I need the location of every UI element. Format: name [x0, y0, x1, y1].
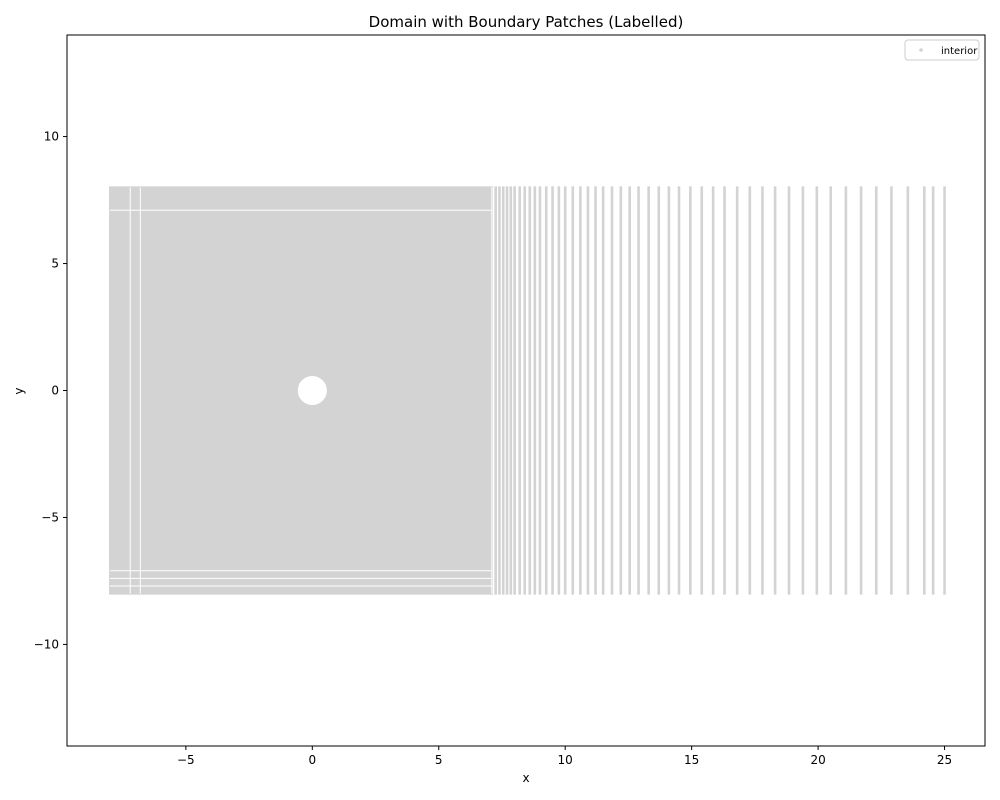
interior-point-column [667, 186, 671, 595]
interior-point-column [735, 186, 739, 595]
interior-point-column [787, 186, 791, 595]
x-tick-label: 20 [810, 753, 825, 767]
interior-point-column [711, 186, 715, 595]
interior-point-column [528, 186, 532, 595]
legend-box [904, 39, 980, 61]
x-tick-label: 10 [558, 753, 573, 767]
interior-point-column [579, 186, 582, 595]
interior-points [108, 186, 946, 595]
interior-point-column [773, 186, 777, 595]
y-tick-label: −10 [34, 637, 59, 651]
x-tick-label: 25 [937, 753, 952, 767]
interior-point-column [505, 186, 509, 595]
interior-point-column [723, 186, 726, 595]
x-axis-ticks: −5 0 5 10 15 20 25 [177, 746, 952, 767]
x-axis-label: x [522, 771, 529, 785]
interior-point-column [647, 186, 650, 595]
cylinder-hole [297, 375, 327, 406]
interior-point-column [557, 186, 561, 595]
interior-point-column [619, 186, 623, 595]
interior-point-column [513, 186, 516, 595]
interior-point-column [571, 186, 575, 595]
y-axis-label: y [12, 387, 26, 394]
interior-point-column [538, 186, 542, 595]
interior-point-column [594, 186, 597, 595]
y-tick-label: 10 [44, 130, 59, 144]
interior-point-column [801, 186, 805, 595]
interior-point-column [829, 186, 833, 595]
interior-point-column [923, 186, 926, 595]
interior-point-column [498, 186, 501, 595]
y-tick-label: 5 [51, 257, 59, 271]
interior-point-column [943, 186, 946, 595]
interior-point-column [890, 186, 893, 595]
x-tick-label: −5 [177, 753, 195, 767]
interior-point-column [689, 186, 692, 595]
interior-point-column [518, 186, 521, 595]
interior-point-column [874, 186, 878, 595]
interior-point-column [748, 186, 752, 595]
interior-point-column [906, 186, 910, 595]
interior-point-column [601, 186, 605, 595]
y-axis-ticks: −10 −5 0 5 10 [34, 130, 67, 651]
interior-point-column [761, 186, 764, 595]
chart-title: Domain with Boundary Patches (Labelled) [369, 13, 684, 31]
legend: interior [904, 39, 980, 61]
x-tick-label: 5 [435, 753, 443, 767]
interior-point-column [563, 186, 567, 595]
interior-point-column [501, 186, 505, 595]
interior-point-column [815, 186, 819, 595]
y-tick-label: −5 [41, 510, 59, 524]
interior-point-column [931, 186, 935, 595]
interior-point-column [677, 186, 681, 595]
interior-point-column [544, 186, 548, 595]
interior-point-column [586, 186, 590, 595]
y-tick-label: 0 [51, 384, 59, 398]
plot-area [108, 186, 946, 595]
legend-marker-interior [919, 48, 923, 52]
x-tick-label: 15 [684, 753, 699, 767]
interior-point-column [494, 186, 497, 595]
interior-point-column [844, 186, 848, 595]
x-tick-label: 0 [308, 753, 316, 767]
interior-point-column [657, 186, 661, 595]
interior-point-column [859, 186, 863, 595]
legend-label-interior: interior [941, 46, 978, 57]
interior-point-column [509, 186, 513, 595]
interior-point-column [551, 186, 554, 595]
interior-point-column [610, 186, 614, 595]
interior-point-column [637, 186, 640, 595]
interior-point-column [533, 186, 537, 595]
interior-point-column [628, 186, 631, 595]
interior-point-column [523, 186, 527, 595]
interior-point-column [700, 186, 704, 595]
